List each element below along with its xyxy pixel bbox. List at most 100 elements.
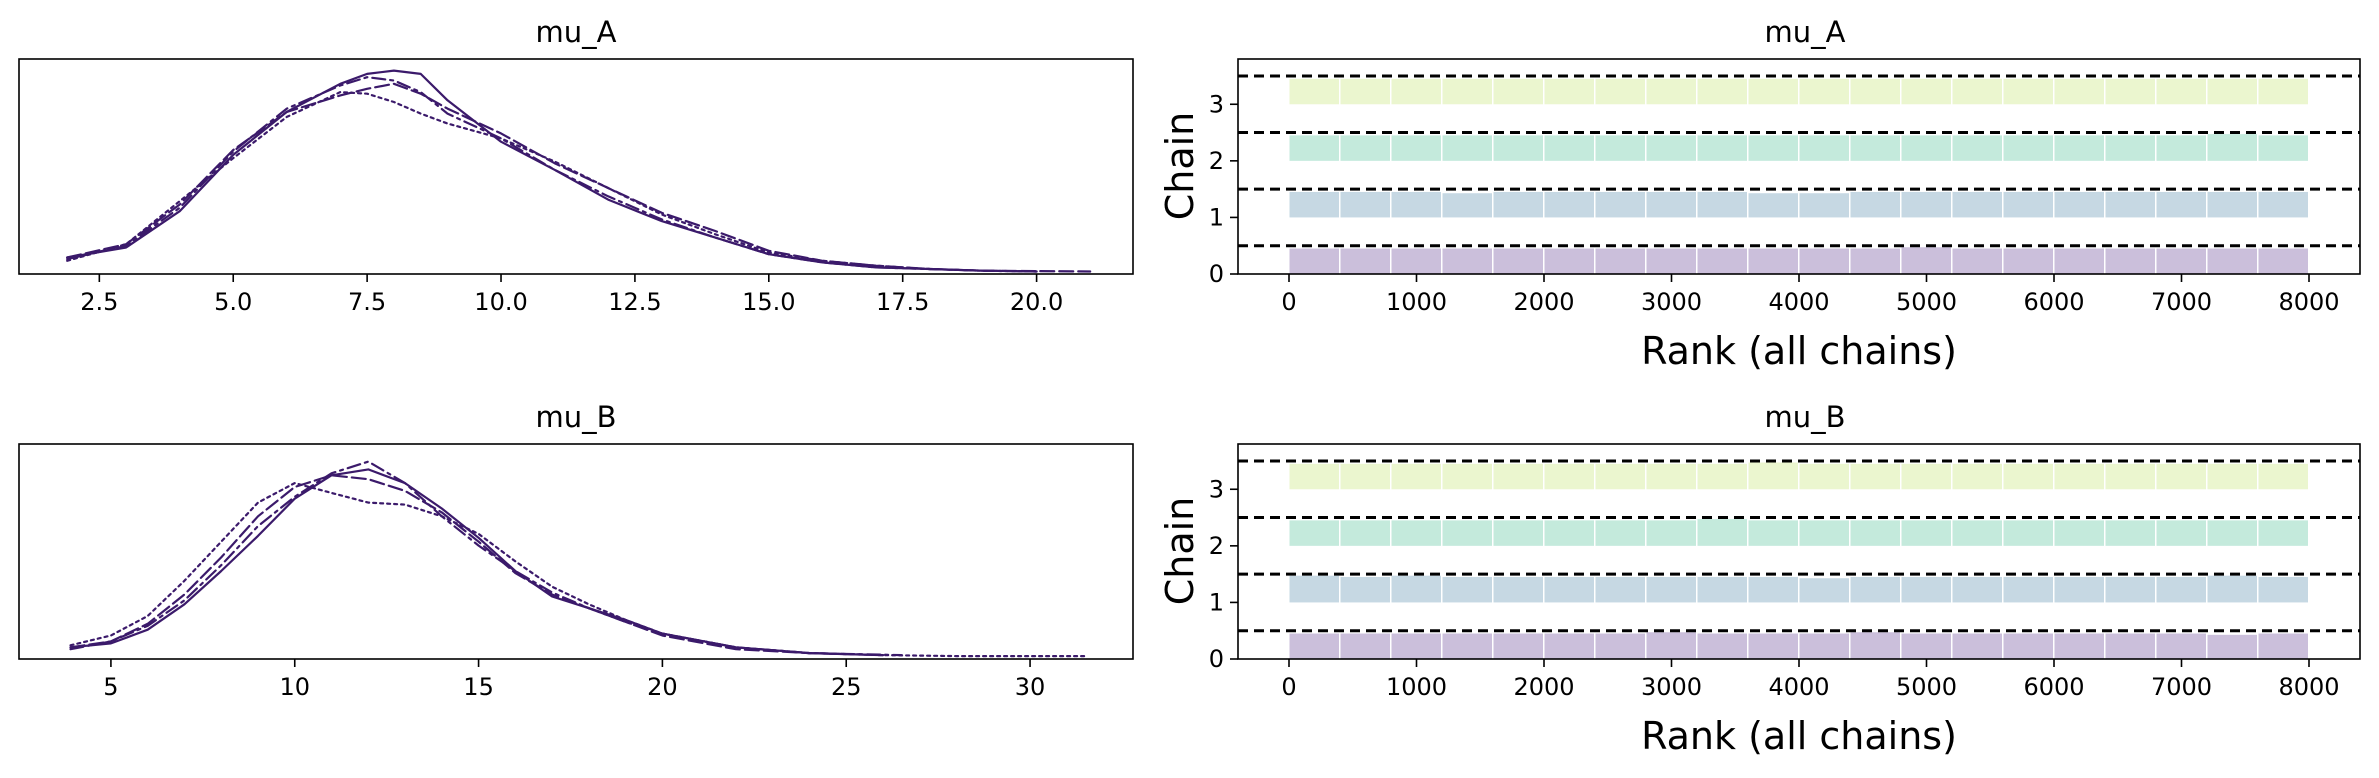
rank-bar-chain-1: [1646, 576, 1696, 603]
rank-bar-chain-2: [2054, 135, 2104, 161]
rank-bar-chain-0: [2105, 633, 2155, 659]
rank-bar-chain-3: [1748, 78, 1798, 105]
y-tick-label: 2: [1209, 532, 1224, 560]
rank-bar-chain-0: [1595, 248, 1645, 274]
rank-bar-chain-2: [2258, 520, 2308, 546]
panel-mu-b-rank: mu_B 0 1 2 3 0 1000 2000 3000 4000 5000 6000 7000 80…: [1158, 400, 2361, 758]
rank-bar-chain-1: [1442, 193, 1492, 218]
x-tick-label: 0: [1281, 288, 1296, 316]
rank-bar-chain-0: [1748, 633, 1798, 659]
x-tick-label: 5000: [1896, 673, 1957, 701]
y-axis-label: Chain: [1158, 112, 1202, 221]
rank-bar-chain-3: [1799, 463, 1849, 490]
rank-bar-chain-3: [1850, 78, 1900, 105]
rank-bar-chain-3: [1391, 463, 1441, 490]
density-line-dashdot: [66, 76, 1038, 273]
rank-bar-chain-2: [1799, 520, 1849, 546]
axes-frame: [18, 443, 1134, 660]
rank-bar-chain-1: [1595, 191, 1645, 218]
rank-bar-chain-3: [1697, 463, 1747, 490]
rank-bar-chain-3: [2105, 78, 2155, 105]
rank-bar-chain-1: [2156, 576, 2206, 603]
rank-bar-chain-0: [2054, 633, 2104, 659]
rank-bar-chain-0: [1952, 633, 2002, 659]
rank-bar-chain-2: [1289, 520, 1339, 546]
rank-bar-chain-2: [1289, 135, 1339, 161]
rank-bar-chain-0: [1340, 248, 1390, 274]
rank-bar-chain-3: [1952, 463, 2002, 490]
x-tick-label: 10: [279, 673, 310, 701]
x-tick-label: 1000: [1386, 673, 1447, 701]
x-tick-label: 3000: [1641, 288, 1702, 316]
rank-bar-chain-2: [1646, 135, 1696, 161]
rank-bar-chain-0: [1391, 248, 1441, 274]
panel-mu-b-density: mu_B 5 10 15 20 25 30: [18, 400, 1134, 701]
rank-bar-chain-3: [2207, 78, 2257, 105]
rank-bar-chain-2: [1646, 520, 1696, 546]
x-tick-label: 2000: [1513, 288, 1574, 316]
rank-bar-chain-3: [2003, 463, 2053, 490]
rank-bar-chain-2: [2156, 135, 2206, 161]
y-tick-label: 0: [1209, 260, 1224, 288]
rank-bar-chain-3: [1595, 78, 1645, 105]
rank-bar-chain-3: [1646, 463, 1696, 490]
rank-bar-chain-1: [1340, 576, 1390, 603]
rank-bar-chain-2: [2207, 134, 2257, 161]
x-tick-label: 20: [647, 673, 678, 701]
rank-bar-chain-0: [1952, 248, 2002, 274]
rank-bar-chain-1: [1952, 191, 2002, 218]
axes-frame: [1237, 443, 2361, 660]
x-tick-label: 2.5: [80, 288, 118, 316]
rank-bar-chain-3: [2207, 463, 2257, 490]
rank-bar-chain-1: [1799, 193, 1849, 218]
rank-bar-chain-0: [2258, 633, 2308, 659]
rank-bar-chain-2: [1850, 520, 1900, 546]
rank-bar-chain-3: [2003, 78, 2053, 105]
rank-bar-chain-1: [1952, 576, 2002, 603]
rank-bar-chain-3: [1289, 78, 1339, 105]
rank-bar-chain-2: [1544, 520, 1594, 546]
density-line-dotted: [69, 482, 1087, 658]
rank-bar-chain-3: [1901, 78, 1951, 105]
rank-bar-chain-0: [1646, 248, 1696, 274]
y-tick-label: 2: [1209, 147, 1224, 175]
rank-bar-chain-0: [1646, 632, 1696, 659]
rank-bar-chain-3: [1748, 462, 1798, 490]
rank-bar-chain-2: [1442, 135, 1492, 161]
x-tick-label: 7.5: [348, 288, 386, 316]
rank-bar-chain-3: [1697, 78, 1747, 105]
rank-bar-chain-2: [1391, 520, 1441, 546]
panel-title: mu_B: [535, 400, 616, 434]
rank-bar-chain-1: [1391, 575, 1441, 603]
rank-bar-chain-1: [1289, 575, 1339, 603]
rank-bar-chain-1: [1748, 576, 1798, 603]
rank-bar-chain-3: [1952, 78, 2002, 105]
x-tick-label: 20.0: [1010, 288, 1063, 316]
rank-bar-chain-0: [2207, 634, 2257, 659]
rank-bar-chain-2: [1850, 135, 1900, 161]
rank-bar-chain-1: [2105, 576, 2155, 603]
x-tick-label: 5: [103, 673, 118, 701]
x-tick-label: 7000: [2151, 673, 2212, 701]
x-tick-label: 5.0: [214, 288, 252, 316]
rank-bar-chain-2: [1493, 520, 1543, 546]
y-tick-label: 3: [1209, 475, 1224, 503]
rank-bar-chain-0: [1442, 633, 1492, 659]
x-tick-label: 12.5: [608, 288, 661, 316]
rank-bar-chain-1: [2054, 576, 2104, 603]
rank-bar-chain-1: [1799, 578, 1849, 603]
rank-bar-chain-2: [1748, 520, 1798, 546]
rank-bar-chain-0: [1493, 633, 1543, 659]
rank-bar-chain-0: [1544, 248, 1594, 274]
rank-bar-chain-1: [1595, 576, 1645, 603]
rank-bar-chain-0: [1442, 248, 1492, 274]
rank-bar-chain-0: [1493, 248, 1543, 274]
x-tick-label: 2000: [1513, 673, 1574, 701]
rank-bar-chain-3: [2054, 463, 2104, 490]
rank-bar-chain-0: [1901, 247, 1951, 274]
rank-bar-chain-0: [2003, 248, 2053, 274]
x-tick-label: 8000: [2278, 288, 2339, 316]
rank-bar-chain-1: [1697, 576, 1747, 603]
x-tick-label: 15: [463, 673, 494, 701]
density-line-solid: [69, 468, 885, 657]
